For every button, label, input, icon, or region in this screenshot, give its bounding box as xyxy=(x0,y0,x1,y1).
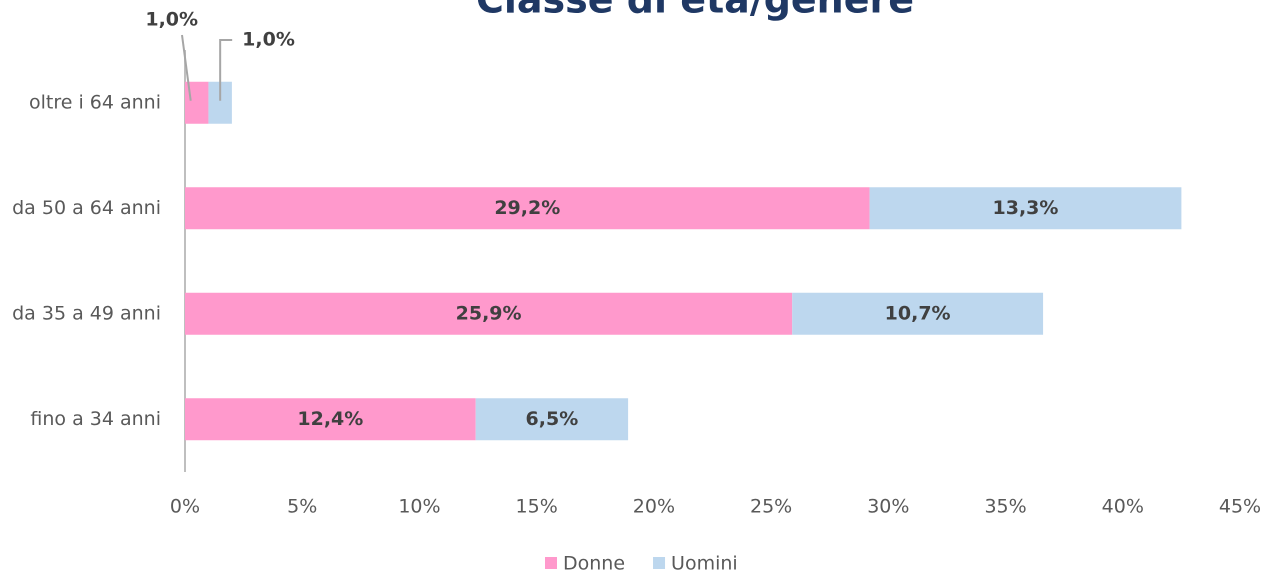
data-label: 13,3% xyxy=(993,197,1059,219)
data-label: 25,9% xyxy=(456,302,522,324)
data-label: 10,7% xyxy=(885,302,951,324)
data-label: 6,5% xyxy=(526,408,579,430)
y-tick-label: da 50 a 64 anni xyxy=(12,197,161,219)
bar-segment xyxy=(208,81,232,124)
leader-line xyxy=(219,39,233,101)
x-tick-label: 45% xyxy=(1219,496,1261,518)
x-tick-label: 30% xyxy=(867,496,909,518)
x-tick-label: 5% xyxy=(287,496,317,518)
legend-swatch xyxy=(653,557,666,569)
legend-swatch xyxy=(545,557,557,569)
data-label: 1,0% xyxy=(145,9,198,31)
bar-segment xyxy=(792,292,1044,335)
bar-segment xyxy=(475,398,629,441)
bar-segment xyxy=(185,187,870,230)
bar-segment xyxy=(185,292,793,335)
chart-title: Classe di età/genere xyxy=(476,0,914,22)
y-tick-label: fino a 34 anni xyxy=(30,408,161,430)
y-tick-label: oltre i 64 anni xyxy=(29,91,161,113)
data-label: 29,2% xyxy=(494,197,560,219)
legend-label: Donne xyxy=(563,553,625,575)
x-tick-label: 0% xyxy=(170,496,200,518)
bar-segment xyxy=(185,81,209,124)
data-label: 12,4% xyxy=(297,408,363,430)
data-label: 1,0% xyxy=(242,29,295,51)
bar-segment xyxy=(869,187,1182,230)
x-tick-label: 25% xyxy=(750,496,792,518)
y-tick-label: da 35 a 49 anni xyxy=(12,302,161,324)
legend-label: Uomini xyxy=(671,553,738,575)
x-tick-label: 40% xyxy=(1102,496,1144,518)
leader-line xyxy=(181,34,192,101)
bar-segment xyxy=(185,398,476,441)
x-tick-label: 10% xyxy=(398,496,440,518)
x-tick-label: 15% xyxy=(516,496,558,518)
x-tick-label: 35% xyxy=(984,496,1026,518)
x-tick-label: 20% xyxy=(633,496,675,518)
